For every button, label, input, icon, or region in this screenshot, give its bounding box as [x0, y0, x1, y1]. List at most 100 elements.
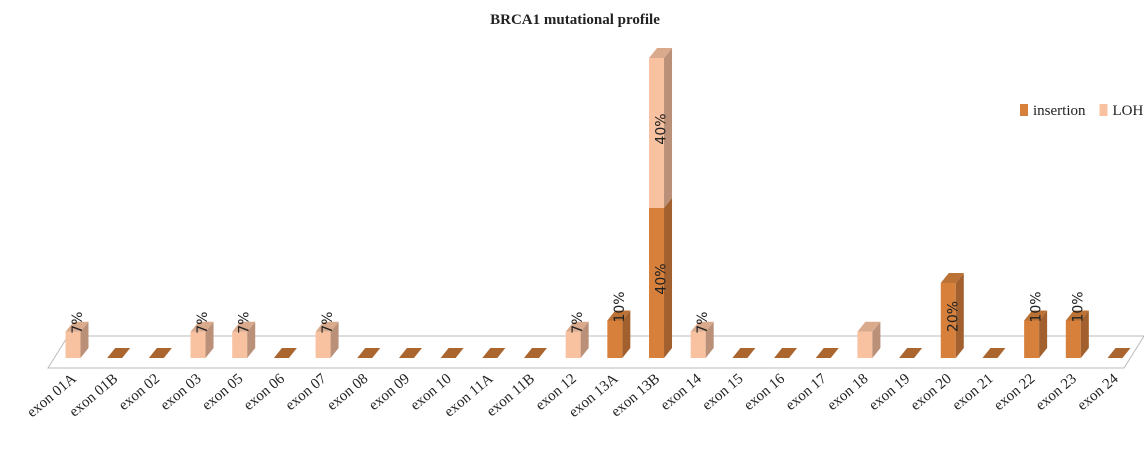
x-tick-label: exon 14 [658, 370, 705, 413]
bar-segment [315, 321, 339, 358]
bar-front [1065, 320, 1081, 358]
bar-side [580, 321, 589, 358]
bar-side [705, 321, 714, 358]
bar-side [955, 273, 964, 358]
bar-top [607, 310, 631, 321]
empty-tile [398, 348, 422, 358]
bar-front [315, 331, 331, 358]
bar-top [857, 321, 881, 332]
x-tick-label: exon 06 [241, 370, 288, 413]
bar-front [1024, 320, 1040, 358]
bar-segment [649, 48, 673, 208]
empty-tile [482, 348, 506, 358]
bar-segment [190, 321, 214, 358]
empty-tile [899, 348, 923, 358]
x-tick-label: exon 17 [783, 370, 830, 413]
bar-top [649, 48, 673, 58]
x-tick-label: exon 19 [866, 371, 913, 414]
value-label: 20% [945, 301, 961, 332]
x-tick-label: exon 05 [199, 371, 246, 414]
bar-segment [65, 321, 89, 358]
bar-side [622, 310, 631, 358]
bar-front [565, 331, 581, 358]
bar-segment [232, 321, 256, 358]
bar-side [247, 321, 256, 358]
bar-top [1065, 310, 1089, 321]
bar-front [607, 320, 623, 358]
value-label: 7% [320, 312, 336, 334]
bar-top [1024, 310, 1048, 321]
empty-tile [982, 348, 1006, 358]
empty-tile [774, 348, 798, 358]
empty-tile [107, 348, 131, 358]
bar-segment [1024, 310, 1048, 358]
bar-front [232, 331, 248, 358]
bar-front [190, 331, 206, 358]
legend-swatch [1099, 104, 1108, 116]
x-tick-label: exon 22 [991, 371, 1038, 414]
chart-title: BRCA1 mutational profile [490, 12, 660, 28]
bar-segment [607, 310, 631, 358]
empty-tile [1107, 348, 1131, 358]
bar-side [205, 321, 214, 358]
bar-front [65, 331, 81, 358]
bar-front [940, 283, 956, 358]
bar-front [690, 331, 706, 358]
bar-side [664, 48, 673, 208]
bar-front [857, 331, 873, 358]
x-tick-label: exon 21 [950, 371, 997, 414]
value-label: 7% [237, 312, 253, 334]
empty-tile [815, 348, 839, 358]
bar-top [190, 321, 214, 332]
empty-tile [523, 348, 547, 358]
legend-swatch [1020, 104, 1028, 116]
x-tick-label: exon 15 [699, 371, 746, 414]
x-tick-label: exon 03 [158, 371, 205, 414]
value-label: 7% [570, 312, 586, 334]
x-tick-label: exon 24 [1075, 370, 1122, 413]
x-tick-label: exon 18 [824, 371, 871, 414]
legend-label: insertion [1033, 103, 1086, 119]
empty-tile [273, 348, 297, 358]
x-tick-label: exon 08 [324, 371, 371, 414]
empty-tile [148, 348, 172, 358]
x-tick-label: exon 09 [366, 371, 413, 414]
empty-tile [732, 348, 756, 358]
bar-top [690, 321, 714, 332]
bar-side [80, 321, 89, 358]
value-label: 7% [695, 312, 711, 334]
bar-side [1080, 310, 1089, 358]
bar-side [1039, 310, 1048, 358]
x-tick-label: exon 07 [283, 370, 330, 413]
bar-segment [1065, 310, 1089, 358]
value-label: 7% [195, 312, 211, 334]
value-label: 7% [70, 312, 86, 334]
x-tick-label: exon 02 [116, 371, 163, 414]
value-label: 40% [654, 263, 670, 294]
bar-side [330, 321, 339, 358]
empty-tile [440, 348, 464, 358]
x-tick-label: exon 20 [908, 371, 955, 414]
x-tick-label: exon 23 [1033, 371, 1080, 414]
bar-top [565, 321, 589, 332]
bar-side [664, 198, 673, 358]
x-tick-label: exon 16 [741, 370, 788, 413]
value-label: 10% [612, 291, 628, 322]
value-label: 10% [1029, 291, 1045, 322]
bar-segment [690, 321, 714, 358]
bar-top [315, 321, 339, 332]
legend-label: LOH [1113, 103, 1144, 119]
bar-segment [857, 321, 881, 358]
empty-tile [357, 348, 381, 358]
bar-segment [565, 321, 589, 358]
value-label: 40% [654, 113, 670, 144]
bar-top [232, 321, 256, 332]
bar-front [649, 58, 665, 208]
bar-top [65, 321, 89, 332]
bar-top [940, 273, 964, 283]
bar-segment [940, 273, 964, 358]
value-label: 10% [1070, 291, 1086, 322]
bar-side [872, 321, 881, 358]
bar-front [649, 208, 665, 358]
